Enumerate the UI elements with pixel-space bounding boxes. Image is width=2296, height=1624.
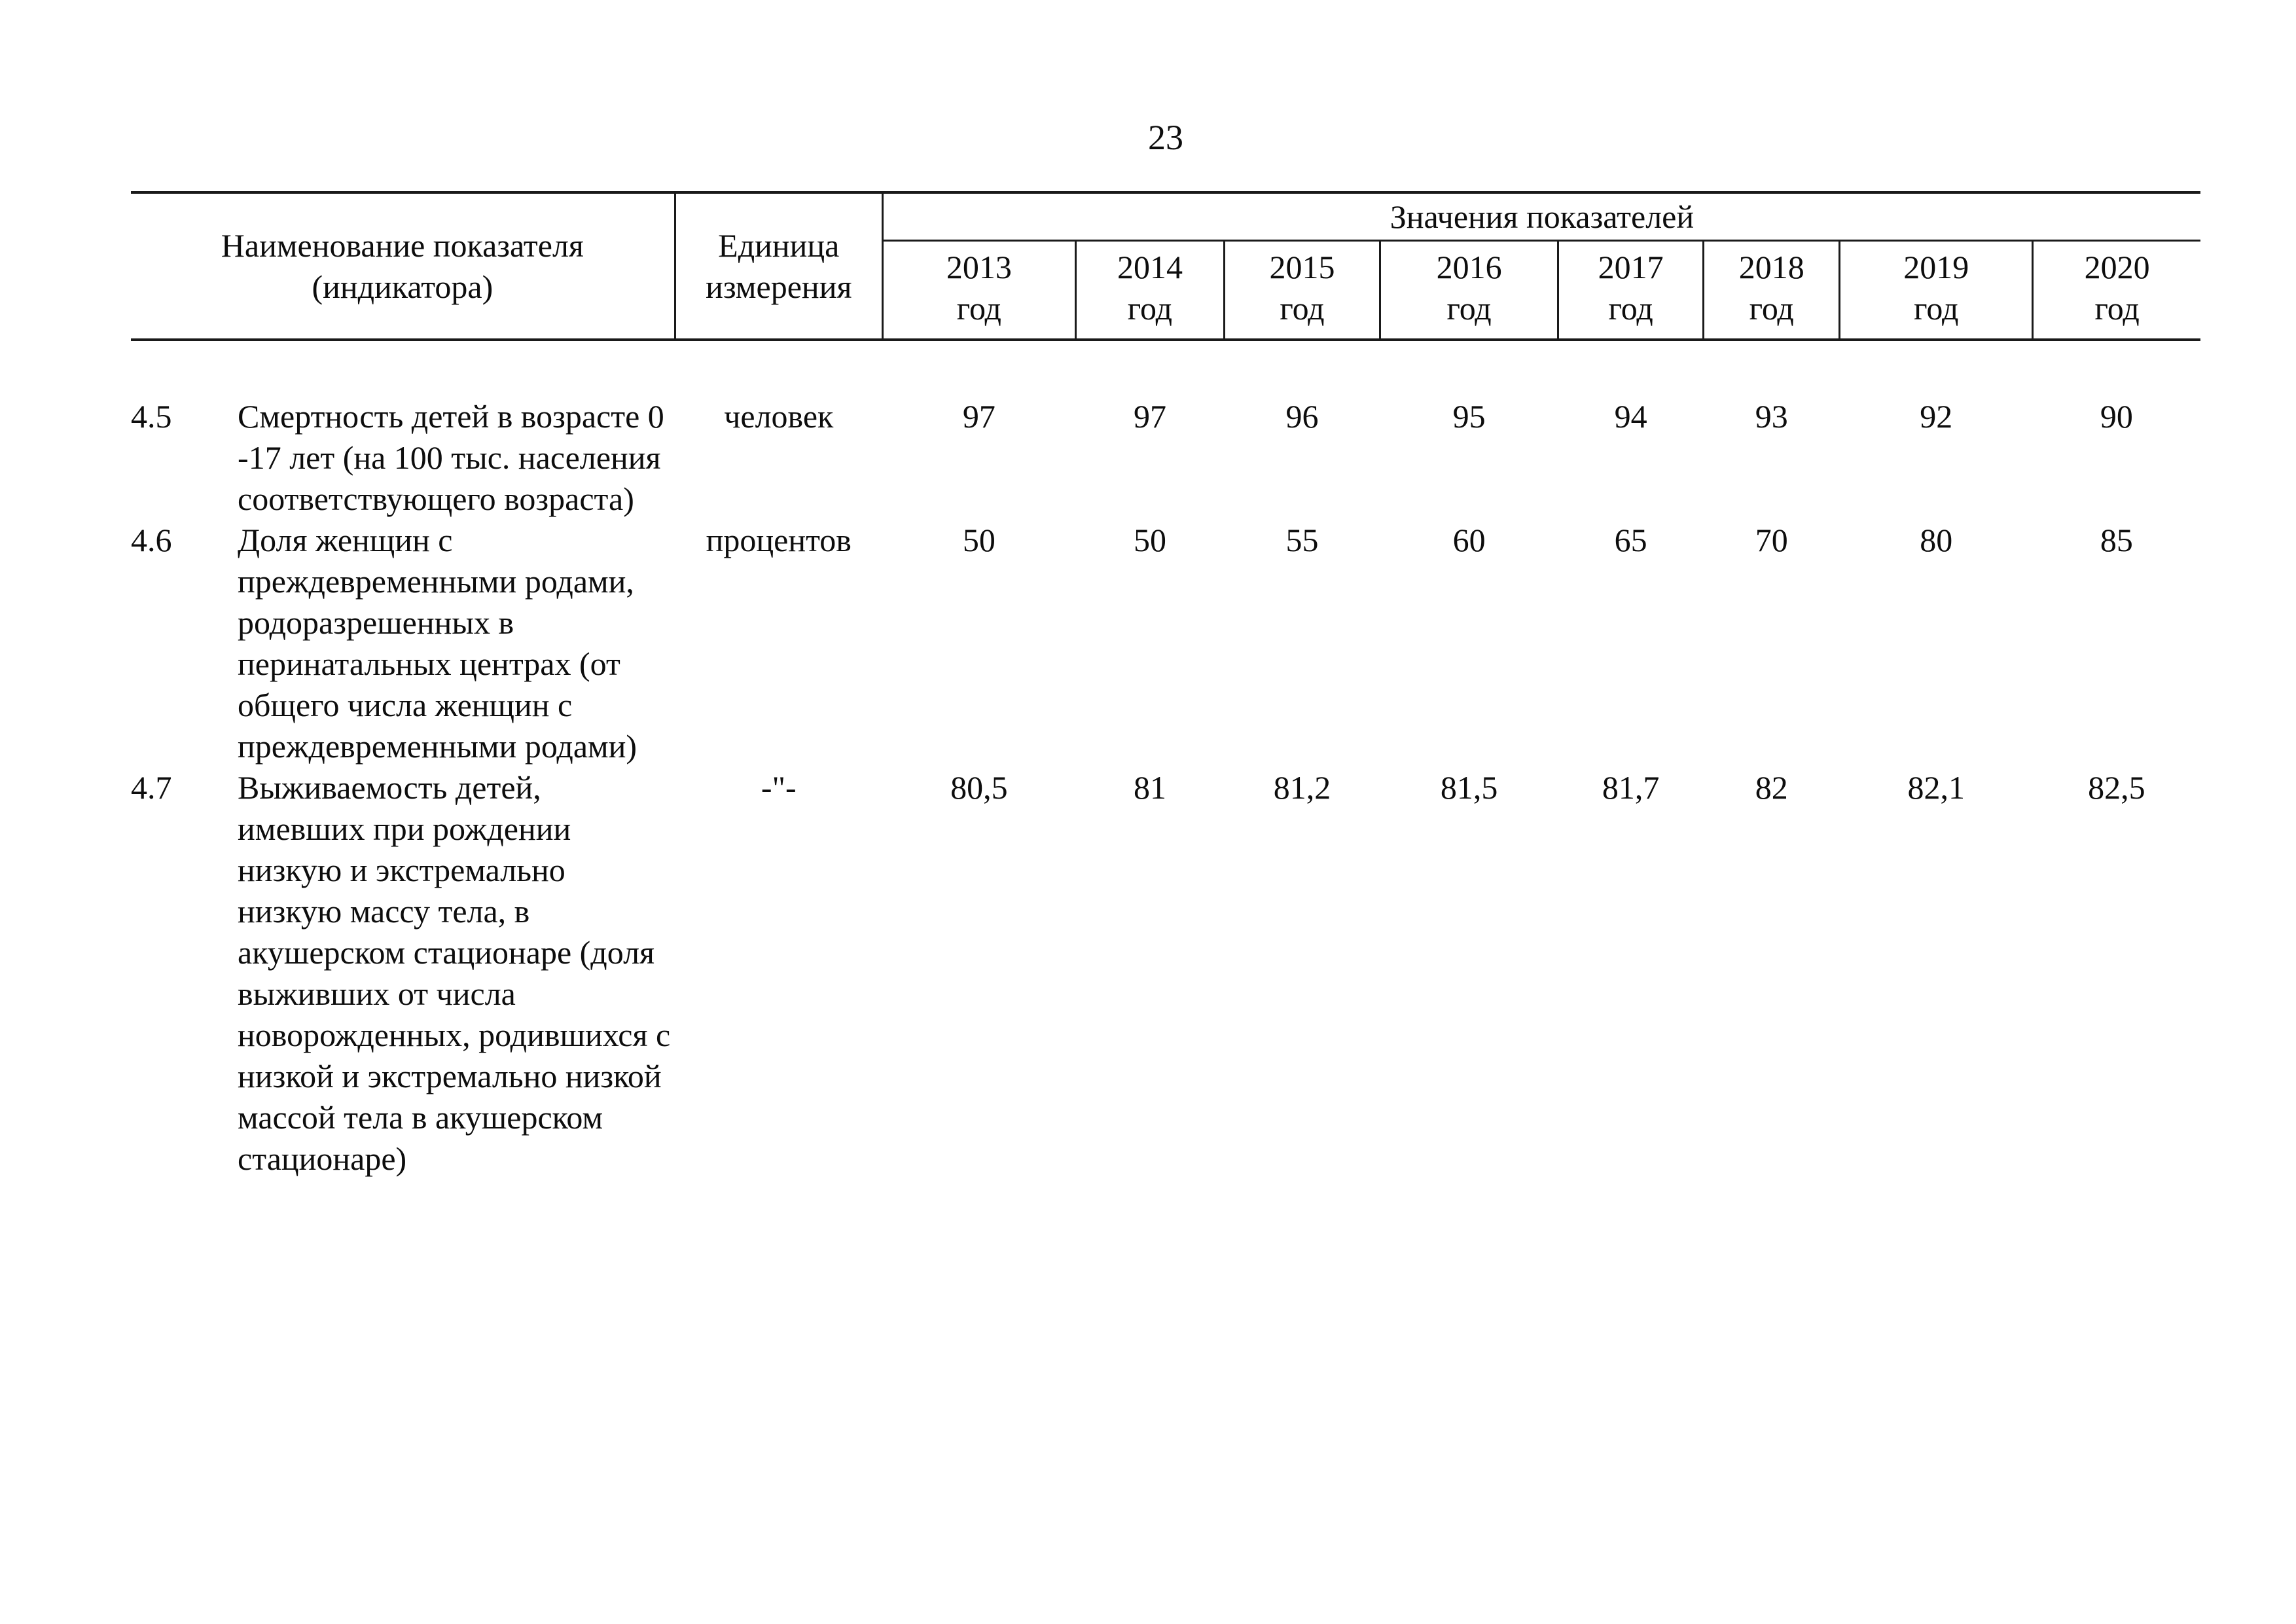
value-cell: 70: [1755, 522, 1788, 558]
value-cell: 97: [962, 398, 996, 435]
value-cell: 85: [2100, 522, 2133, 558]
header-unit-column: Единица измерения: [675, 192, 884, 341]
value-cell: 96: [1285, 398, 1319, 435]
year-word: год: [1749, 290, 1794, 327]
value-cell: 55: [1285, 522, 1319, 558]
value-cell: 93: [1755, 398, 1788, 435]
header-year-2019: 2019 год: [1839, 240, 2034, 341]
row-number-cell: 4.6: [131, 522, 172, 558]
header-year-2013: 2013 год: [882, 240, 1077, 341]
header-row-years: 2013 год 2014 год 2015 год 2016 год 2017: [131, 240, 2200, 341]
header-year-2017: 2017 год: [1558, 240, 1705, 341]
year-word: год: [2094, 290, 2140, 327]
value-cell: 92: [1920, 398, 1953, 435]
value-cell: 94: [1614, 398, 1647, 435]
year-value: 2017: [1598, 249, 1664, 285]
unit-cell: процентов: [706, 522, 852, 558]
year-word: год: [956, 290, 1001, 327]
year-word: год: [1280, 290, 1325, 327]
value-cell: 50: [1133, 522, 1166, 558]
table-row: 4.7 Выживаемость детей, имевших при рожд…: [131, 767, 2200, 1180]
unit-cell: человек: [724, 398, 834, 435]
value-cell: 80,5: [950, 769, 1008, 806]
year-value: 2014: [1117, 249, 1183, 285]
year-value: 2020: [2084, 249, 2150, 285]
page-number: 23: [1148, 118, 1183, 157]
value-cell: 95: [1452, 398, 1486, 435]
table-row: 4.5 Смертность детей в возрасте 0 -17 ле…: [131, 340, 2200, 520]
value-cell: 82,1: [1907, 769, 1965, 806]
value-cell: 80: [1920, 522, 1953, 558]
header-values-group: Значения показателей: [882, 192, 2200, 242]
year-word: год: [1608, 290, 1653, 327]
value-cell: 81,7: [1602, 769, 1660, 806]
value-cell: 90: [2100, 398, 2133, 435]
indicator-name-cell: Выживаемость детей, имевших при рождении…: [238, 769, 671, 1177]
year-word: год: [1446, 290, 1492, 327]
value-cell: 97: [1133, 398, 1166, 435]
value-cell: 60: [1452, 522, 1486, 558]
value-cell: 81,2: [1273, 769, 1331, 806]
value-cell: 50: [962, 522, 996, 558]
table-row: 4.6 Доля женщин с преждевременными родам…: [131, 520, 2200, 767]
indicator-name-cell: Доля женщин с преждевременными родами, р…: [238, 522, 637, 765]
year-word: год: [1127, 290, 1173, 327]
year-value: 2016: [1436, 249, 1502, 285]
row-number-cell: 4.5: [131, 398, 172, 435]
value-cell: 82,5: [2088, 769, 2145, 806]
value-cell: 81: [1133, 769, 1166, 806]
row-number-cell: 4.7: [131, 769, 172, 806]
header-name-column: Наименование показателя (индикатора): [131, 192, 676, 341]
year-value: 2019: [1903, 249, 1969, 285]
header-year-2020: 2020 год: [2032, 240, 2200, 341]
value-cell: 65: [1614, 522, 1647, 558]
header-year-2016: 2016 год: [1380, 240, 1560, 341]
value-cell: 82: [1755, 769, 1788, 806]
indicator-name-cell: Смертность детей в возрасте 0 -17 лет (н…: [238, 398, 664, 517]
header-year-2014: 2014 год: [1075, 240, 1225, 341]
indicators-table: Наименование показателя (индикатора) Еди…: [131, 191, 2200, 1180]
header-row-group: Наименование показателя (индикатора) Еди…: [131, 192, 2200, 341]
year-value: 2015: [1269, 249, 1335, 285]
unit-cell: -"-: [761, 769, 797, 806]
year-word: год: [1914, 290, 1959, 327]
header-year-2018: 2018 год: [1703, 240, 1841, 341]
header-year-2015: 2015 год: [1224, 240, 1382, 341]
year-value: 2018: [1738, 249, 1804, 285]
value-cell: 81,5: [1440, 769, 1498, 806]
year-value: 2013: [946, 249, 1012, 285]
